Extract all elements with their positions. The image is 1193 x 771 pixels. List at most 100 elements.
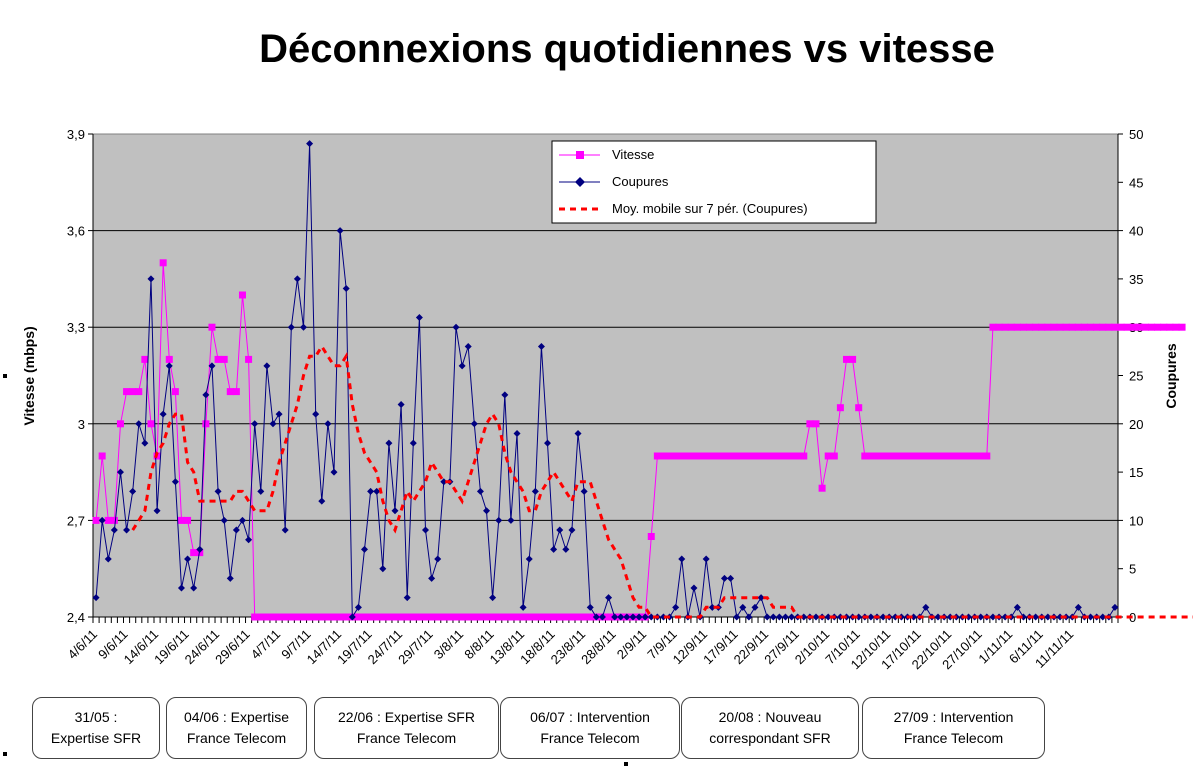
series-coupures-point — [159, 410, 167, 418]
series-coupures-point — [409, 439, 417, 447]
x-tick-label: 2/9/11 — [614, 627, 649, 662]
series-vitesse-point — [1117, 323, 1125, 331]
resize-handle — [3, 374, 7, 378]
series-coupures-point — [123, 526, 131, 534]
series-coupures-point — [727, 574, 735, 582]
series-coupures-point — [879, 613, 887, 621]
series-vitesse-point — [1068, 323, 1076, 331]
series-vitesse-point — [769, 452, 777, 460]
series-coupures-point — [489, 594, 497, 602]
series-vitesse-point — [696, 452, 704, 460]
series-vitesse-point — [550, 613, 558, 621]
series-coupures-point — [470, 420, 478, 428]
series-vitesse-point — [537, 613, 545, 621]
series-vitesse-point — [842, 355, 850, 363]
series-vitesse-point — [916, 452, 924, 460]
series-vitesse-point — [129, 388, 137, 396]
series-coupures-point — [464, 343, 472, 351]
series-vitesse-point — [251, 613, 259, 621]
y-right-tick-label: 15 — [1129, 465, 1143, 480]
series-vitesse-point — [470, 613, 478, 621]
series-vitesse-point — [367, 613, 375, 621]
series-coupures-point — [104, 555, 112, 563]
series-vitesse-point — [745, 452, 753, 460]
series-coupures-point — [269, 420, 277, 428]
series-vitesse-point — [385, 613, 393, 621]
series-coupures-point — [507, 516, 515, 524]
y-axis-right-label: Coupures — [1163, 343, 1179, 409]
series-coupures-point — [836, 613, 844, 621]
series-coupures-point — [415, 314, 423, 322]
series-vitesse-point — [971, 452, 979, 460]
series-coupures-point — [452, 323, 460, 331]
series-vitesse-point — [483, 613, 491, 621]
series-vitesse-point — [739, 452, 747, 460]
series-vitesse-point — [727, 452, 735, 460]
series-coupures-point — [788, 613, 796, 621]
y-axis-right: 05101520253035404550 — [1117, 127, 1143, 625]
series-coupures-point — [458, 362, 466, 370]
series-coupures-point — [403, 594, 411, 602]
series-coupures-point — [775, 613, 783, 621]
series-vitesse-point — [379, 613, 387, 621]
y-right-tick-label: 50 — [1129, 127, 1143, 142]
series-coupures-point — [562, 545, 570, 553]
series-coupures-point — [800, 613, 808, 621]
series-coupures-point — [812, 613, 820, 621]
annotation-line: France Telecom — [186, 730, 287, 746]
series-coupures-point — [629, 613, 637, 621]
series-coupures-point — [238, 516, 246, 524]
series-coupures-point — [226, 574, 234, 582]
series-vitesse-point — [287, 613, 295, 621]
series-coupures-point — [92, 594, 100, 602]
series-coupures-point — [1019, 613, 1027, 621]
series-vitesse-point — [440, 613, 448, 621]
series-vitesse-point — [104, 516, 112, 524]
series-vitesse-point — [855, 404, 863, 412]
series-coupures-point — [135, 420, 143, 428]
series-coupures-point — [483, 507, 491, 515]
series-vitesse-point — [476, 613, 484, 621]
series-vitesse-point — [1001, 323, 1009, 331]
legend-coupures-marker — [575, 177, 585, 187]
series-vitesse-point — [428, 613, 436, 621]
series-vitesse-point — [904, 452, 912, 460]
series-vitesse-point — [1007, 323, 1015, 331]
series-coupures-point — [336, 227, 344, 235]
series-coupures-point — [354, 603, 362, 611]
series-coupures-point — [232, 526, 240, 534]
series-coupures-point — [635, 613, 643, 621]
series-coupures-point — [623, 613, 631, 621]
series-vitesse-point — [525, 613, 533, 621]
series-coupures-point — [476, 487, 484, 495]
series-vitesse-point — [1141, 323, 1149, 331]
series-vitesse-point — [342, 613, 350, 621]
series-vitesse-point — [1087, 323, 1095, 331]
series-vitesse-point — [1044, 323, 1052, 331]
series-vitesse-point — [336, 613, 344, 621]
series-coupures-point — [568, 526, 576, 534]
series-vitesse-point — [397, 613, 405, 621]
series-vitesse-point — [1013, 323, 1021, 331]
series-vitesse-point — [226, 388, 234, 396]
series-vitesse-point — [318, 613, 326, 621]
series-coupures-point — [293, 275, 301, 283]
series-coupures-point — [574, 429, 582, 437]
series-vitesse-point — [794, 452, 802, 460]
series-coupures-point — [550, 545, 558, 553]
series-vitesse-point — [757, 452, 765, 460]
series-vitesse-point — [946, 452, 954, 460]
series-vitesse-point — [544, 613, 552, 621]
series-coupures-point — [531, 487, 539, 495]
series-vitesse-point — [391, 613, 399, 621]
series-coupures-point — [720, 574, 728, 582]
series-coupures-point — [855, 613, 863, 621]
series-vitesse-point — [574, 613, 582, 621]
series-vitesse-point — [415, 613, 423, 621]
series-coupures-point — [525, 555, 533, 563]
series-vitesse-point — [879, 452, 887, 460]
series-vitesse-point — [830, 452, 838, 460]
annotation-box-3: 22/06 : Expertise SFR France Telecom — [314, 697, 499, 759]
series-vitesse-point — [1148, 323, 1156, 331]
series-vitesse-point — [275, 613, 283, 621]
